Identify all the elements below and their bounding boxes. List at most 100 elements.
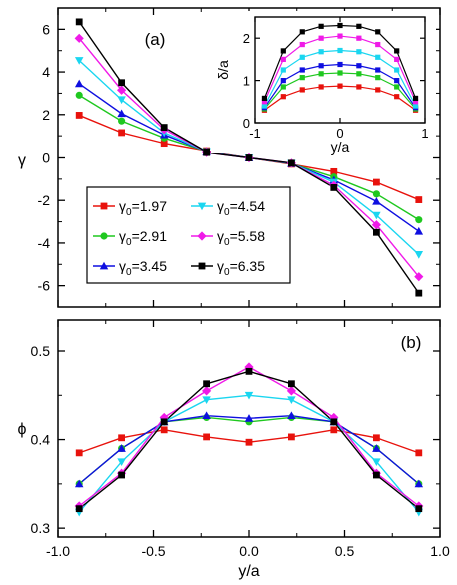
data-point: [74, 33, 84, 43]
x-tick-label: 0.5: [335, 543, 355, 559]
y-tick-label: -4: [38, 235, 51, 251]
data-point: [245, 154, 253, 161]
x-tick-label: -1.0: [46, 543, 70, 559]
legend-symbol: γ: [119, 228, 126, 244]
data-point: [414, 272, 424, 282]
legend-value: =5.58: [230, 228, 266, 244]
inset-y-tick-label: 2: [243, 31, 250, 46]
data-point: [74, 479, 84, 488]
inset-data-point: [280, 48, 286, 54]
legend-entry: γ0=5.58: [217, 228, 265, 248]
y-tick-label: 6: [42, 21, 50, 37]
data-point: [372, 178, 380, 186]
y-tick-label: -6: [38, 278, 51, 294]
inset-x-tick-label: -1: [249, 126, 261, 141]
inset-data-point: [280, 67, 286, 73]
data-point: [202, 396, 211, 404]
data-point: [203, 148, 210, 156]
inset-y-tick-label: 1: [243, 74, 250, 89]
data-point: [372, 211, 381, 220]
inset-data-point: [280, 78, 286, 84]
data-point: [202, 411, 211, 420]
data-point: [330, 184, 338, 191]
data-point: [117, 444, 126, 452]
inset-data-point: [280, 94, 286, 100]
legend-subscript: 0: [224, 267, 230, 278]
inset-data-point: [394, 48, 400, 54]
legend-symbol: γ: [217, 198, 224, 214]
inset-data-point: [337, 22, 343, 29]
inset-x-tick-label: 1: [421, 126, 428, 141]
data-point: [75, 91, 83, 99]
legend-value: =3.45: [132, 258, 168, 274]
data-point: [372, 190, 380, 198]
data-point: [117, 109, 126, 118]
panel-label-b: (b): [401, 333, 422, 352]
inset-data-point: [394, 84, 400, 90]
inset-data-point: [356, 63, 362, 69]
panel-a: 6 4 2 0 -2 -4 -6 γ (a): [18, 7, 441, 308]
legend-marker: [198, 262, 206, 270]
data-point: [75, 18, 83, 26]
data-point: [414, 251, 424, 259]
legend-value: =1.97: [132, 198, 168, 214]
legend-value: =6.35: [230, 258, 266, 274]
y-tick-label: 0.5: [31, 343, 51, 359]
panel-label-a: (a): [145, 30, 166, 49]
data-point: [118, 434, 126, 442]
data-point: [288, 380, 295, 388]
data-point: [160, 426, 168, 434]
legend-marker: [100, 202, 108, 210]
data-point: [415, 449, 423, 457]
inset-data-point: [318, 35, 324, 41]
legend-symbol: γ: [217, 258, 224, 274]
inset-data-point: [318, 71, 324, 77]
inset-data-point: [356, 49, 362, 55]
data-point: [160, 124, 168, 131]
data-point: [371, 220, 381, 230]
legend-entry: γ0=3.45: [119, 258, 167, 278]
y-tick-label: -2: [38, 192, 51, 208]
y-tick-label: 0.3: [31, 520, 51, 536]
inset-y-axis-label: δ/a: [215, 60, 231, 80]
legend-subscript: 0: [224, 207, 230, 218]
data-point: [118, 117, 126, 125]
inset-data-point: [375, 87, 381, 93]
plot-frame: [57, 319, 441, 538]
y-tick-label: 0.4: [31, 432, 51, 448]
inset-data-point: [375, 67, 381, 73]
x-axis-label: y/a: [238, 563, 259, 580]
legend-symbol: γ: [119, 258, 126, 274]
legend-subscript: 0: [126, 267, 132, 278]
inset-data-point: [375, 29, 381, 35]
inset-data-point: [412, 95, 419, 102]
legend-box: [86, 186, 291, 284]
inset-data-point: [318, 23, 324, 29]
data-point: [287, 396, 296, 404]
inset-x-axis-label: y/a: [331, 139, 350, 155]
inset-data-point: [375, 54, 381, 60]
legend-marker: [197, 202, 207, 211]
data-point: [117, 458, 126, 466]
data-point: [415, 216, 423, 224]
inset-data-point: [356, 23, 362, 29]
inset-data-point: [318, 63, 324, 69]
data-point: [330, 167, 338, 175]
data-point: [415, 505, 423, 513]
data-point: [330, 426, 338, 434]
data-point: [372, 228, 380, 236]
data-point: [118, 79, 126, 87]
data-point: [372, 434, 380, 442]
x-tick-label: -0.5: [141, 543, 165, 559]
inset-data-point: [299, 67, 305, 73]
inset-delta-plot: 012-1 0 1y/aδ/a: [211, 11, 436, 155]
inset-data-point: [318, 84, 324, 90]
y-tick-label: 2: [42, 107, 50, 123]
inset-data-point: [261, 99, 268, 105]
data-point: [288, 433, 295, 441]
inset-data-point: [394, 56, 400, 62]
inset-data-point: [412, 99, 419, 105]
data-point: [244, 414, 254, 422]
data-point: [74, 79, 84, 88]
data-point: [372, 458, 381, 466]
